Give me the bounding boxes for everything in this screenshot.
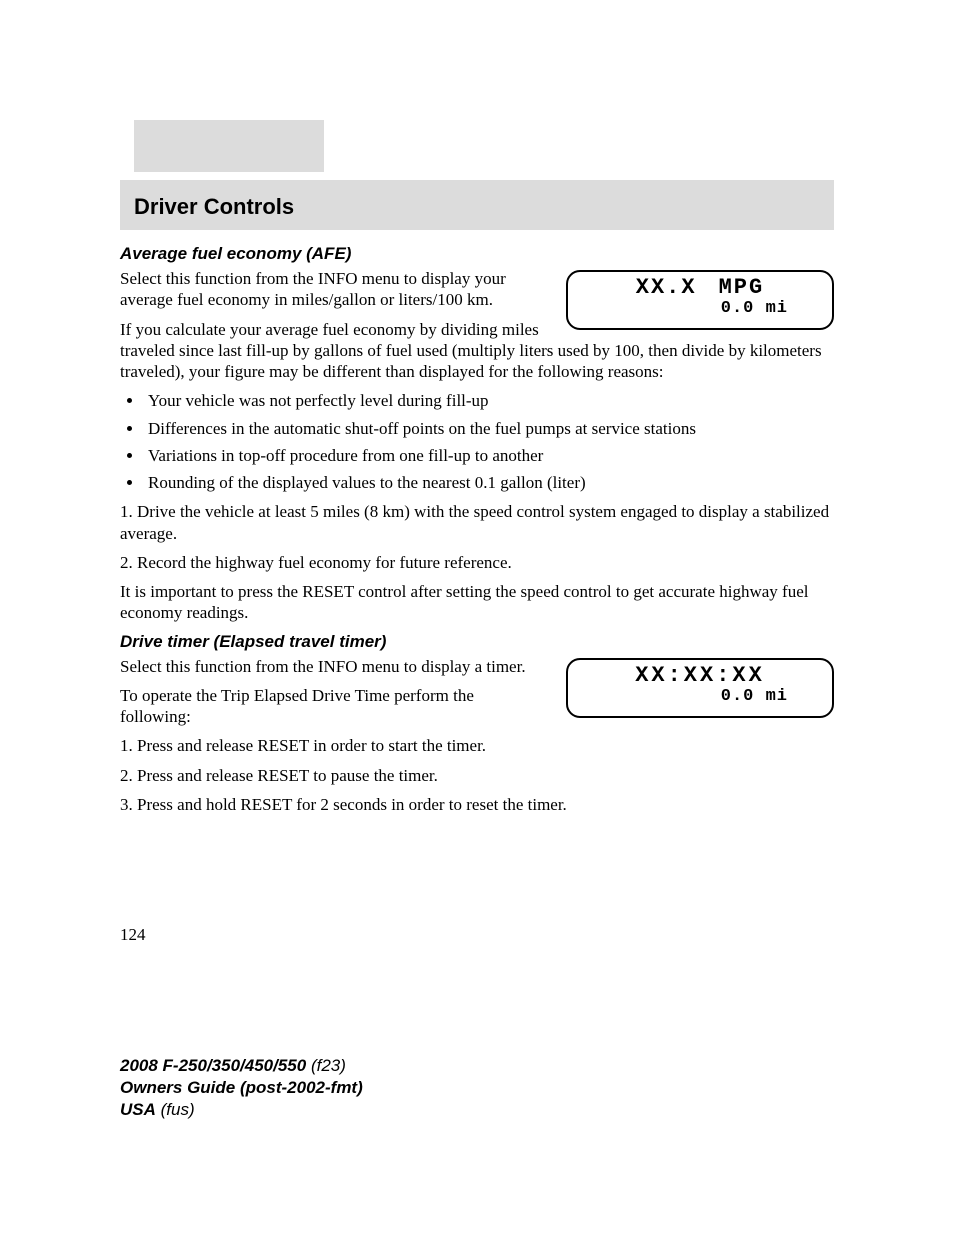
- timer-step-2: 2. Press and release RESET to pause the …: [120, 765, 834, 786]
- footer: 2008 F-250/350/450/550 (f23) Owners Guid…: [120, 1055, 834, 1121]
- afe-bullet-item: Variations in top-off procedure from one…: [144, 445, 834, 466]
- afe-display-unit: MPG: [719, 276, 765, 300]
- footer-guide: Owners Guide (post-2002-fmt): [120, 1077, 834, 1099]
- afe-display-distance: 0.0 mi: [584, 300, 816, 319]
- timer-heading: Drive timer (Elapsed travel timer): [120, 632, 834, 652]
- page-container: Driver Controls Average fuel economy (AF…: [0, 0, 954, 1181]
- afe-block: XX.X MPG 0.0 mi Select this function fro…: [120, 268, 834, 382]
- afe-step-2: 2. Record the highway fuel economy for f…: [120, 552, 834, 573]
- afe-heading: Average fuel economy (AFE): [120, 244, 834, 264]
- footer-line-3: USA (fus): [120, 1099, 834, 1121]
- afe-display-panel: XX.X MPG 0.0 mi: [566, 270, 834, 330]
- page-number: 124: [120, 925, 834, 945]
- header-bar: Driver Controls: [120, 180, 834, 230]
- timer-display-value: XX:XX:XX: [584, 664, 816, 688]
- timer-display-distance: 0.0 mi: [584, 688, 816, 707]
- footer-region-code: (fus): [161, 1100, 195, 1119]
- timer-display-panel: XX:XX:XX 0.0 mi: [566, 658, 834, 718]
- afe-display-value: XX.X: [636, 276, 697, 300]
- footer-model-code: (f23): [311, 1056, 346, 1075]
- footer-line-1: 2008 F-250/350/450/550 (f23): [120, 1055, 834, 1077]
- timer-step-1: 1. Press and release RESET in order to s…: [120, 735, 834, 756]
- afe-step-1: 1. Drive the vehicle at least 5 miles (8…: [120, 501, 834, 544]
- afe-bullet-list: Your vehicle was not perfectly level dur…: [120, 390, 834, 493]
- footer-region: USA: [120, 1100, 156, 1119]
- afe-bullet-item: Rounding of the displayed values to the …: [144, 472, 834, 493]
- afe-bullet-item: Your vehicle was not perfectly level dur…: [144, 390, 834, 411]
- header-tab-block: [134, 120, 324, 172]
- page-title: Driver Controls: [134, 194, 294, 219]
- footer-model: 2008 F-250/350/450/550: [120, 1056, 306, 1075]
- timer-step-3: 3. Press and hold RESET for 2 seconds in…: [120, 794, 834, 815]
- afe-note: It is important to press the RESET contr…: [120, 581, 834, 624]
- timer-block: XX:XX:XX 0.0 mi Select this function fro…: [120, 656, 834, 757]
- afe-bullet-item: Differences in the automatic shut-off po…: [144, 418, 834, 439]
